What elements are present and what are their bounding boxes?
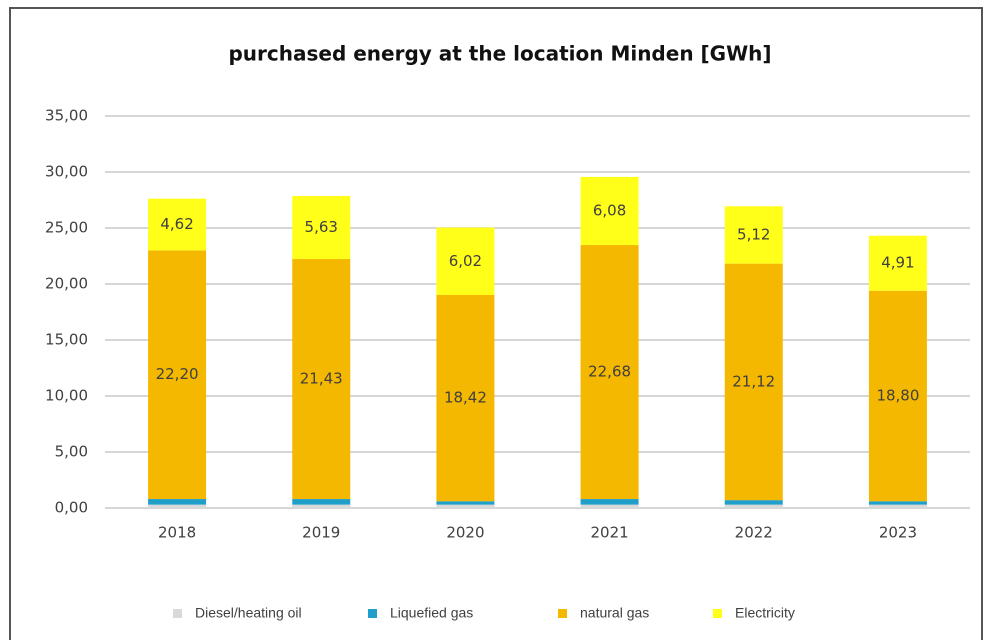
legend-label: natural gas (580, 605, 649, 621)
y-tick-label: 35,00 (45, 107, 88, 125)
data-label: 6,08 (593, 201, 626, 219)
data-label: 22,20 (156, 365, 199, 383)
bar-segment (292, 504, 351, 508)
bar-segment (868, 290, 927, 502)
bar-segment (724, 263, 783, 501)
bar-segment (148, 499, 207, 505)
bar-segment (580, 176, 639, 246)
bar-segment (868, 235, 927, 291)
y-tick-label: 25,00 (45, 219, 88, 237)
data-label: 21,12 (732, 372, 775, 390)
bar-segment (292, 195, 351, 260)
bar-segment (436, 227, 495, 295)
legend-label: Diesel/heating oil (195, 605, 302, 621)
data-label: 18,42 (444, 389, 487, 407)
y-tick-label: 15,00 (45, 331, 88, 349)
x-tick-label: 2020 (446, 524, 484, 542)
bar-segment (292, 499, 351, 505)
data-label: 18,80 (876, 387, 919, 405)
bar-segment (724, 500, 783, 505)
y-tick-label: 20,00 (45, 275, 88, 293)
bar-segment (580, 504, 639, 508)
bar-segment (868, 501, 927, 505)
data-label: 4,91 (881, 254, 914, 272)
bar-segment (436, 294, 495, 502)
y-tick-label: 30,00 (45, 163, 88, 181)
legend-swatch (713, 609, 722, 618)
y-tick-label: 10,00 (45, 387, 88, 405)
x-tick-label: 2023 (879, 524, 917, 542)
legend-label: Liquefied gas (390, 605, 473, 621)
data-label: 4,62 (160, 215, 193, 233)
x-tick-label: 2021 (590, 524, 628, 542)
legend-swatch (558, 609, 567, 618)
y-tick-label: 0,00 (55, 499, 88, 517)
chart-title: purchased energy at the location Minden … (228, 42, 771, 66)
bar-segment (868, 504, 927, 508)
bar-segment (724, 504, 783, 508)
x-tick-label: 2018 (158, 524, 196, 542)
bar-segment (436, 504, 495, 508)
legend-swatch (368, 609, 377, 618)
data-label: 5,63 (305, 218, 338, 236)
bar-segment (148, 504, 207, 508)
bar-segment (724, 206, 783, 264)
bar-segment (148, 198, 207, 251)
bar-segment (436, 501, 495, 505)
legend-label: Electricity (735, 605, 795, 621)
data-label: 6,02 (449, 252, 482, 270)
data-label: 5,12 (737, 225, 770, 243)
data-label: 22,68 (588, 363, 631, 381)
bar-segment (148, 250, 207, 500)
x-tick-label: 2022 (735, 524, 773, 542)
legend-swatch (173, 609, 182, 618)
data-label: 21,43 (300, 370, 343, 388)
x-tick-label: 2019 (302, 524, 340, 542)
bar-segment (580, 499, 639, 505)
y-tick-label: 5,00 (55, 443, 88, 461)
bar-segment (292, 259, 351, 500)
bar-segment (580, 245, 639, 500)
